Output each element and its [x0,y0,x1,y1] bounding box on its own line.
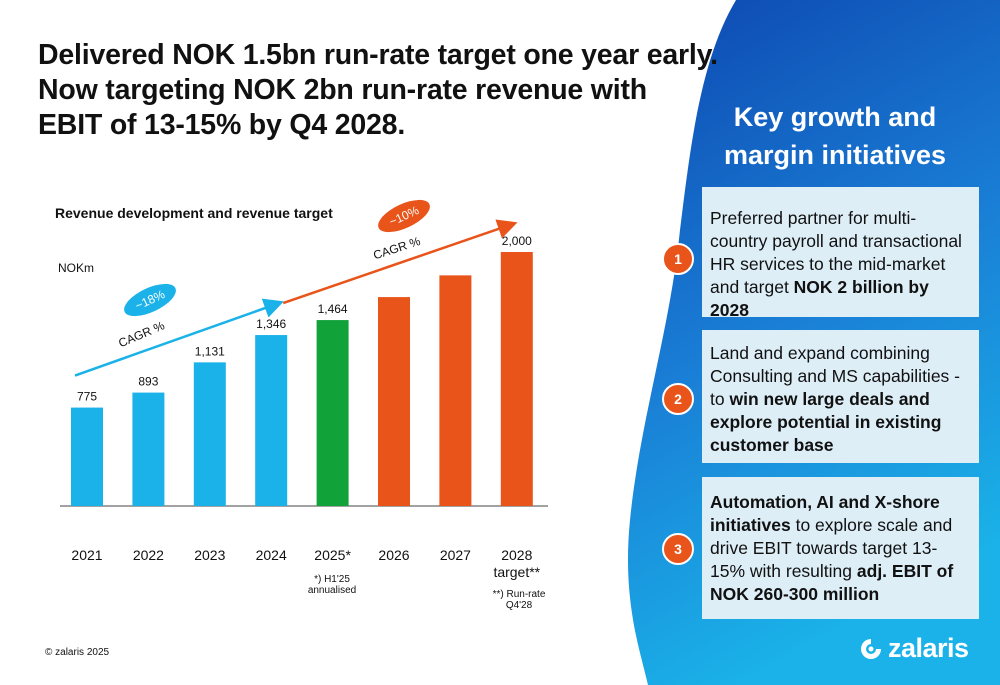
initiative-3-text: to explore scale and drive EBIT towards … [710,515,953,581]
logo-text: zalaris [888,633,969,663]
initiative-1-bold: NOK 2 billion by 2028 [710,277,929,320]
initiative-box-3: Automation, AI and X-shore initiatives t… [702,477,979,619]
data-label: 1,131 [195,344,225,358]
cagr-arrow-1 [74,298,284,377]
x-tick-label: 2024 [256,547,287,563]
headline-line-1: Delivered NOK 1.5bn run-rate target one … [38,39,718,71]
cagr-badge-2 [378,199,430,233]
headline-line-3: EBIT of 13-15% by Q4 2028. [38,109,406,141]
data-label: 2,000 [502,234,532,248]
initiative-3-bold-1: Automation, AI and X-shore initiatives [710,492,940,535]
bar-2023 [193,362,226,506]
x-tick-label: 2026 [378,547,409,563]
headline-line-2: Now targeting NOK 2bn run-rate revenue w… [38,74,647,106]
panel-title: Key growth and margin initiatives [700,98,970,174]
bar-2025 [316,320,349,506]
bar-2024 [255,335,288,506]
zalaris-logo-icon [861,638,881,659]
initiative-2-bold: win new large deals and explore potentia… [710,389,942,455]
initiative-2-text: Land and expand combining Consulting and… [710,343,960,409]
x-tick-label: 2022 [133,547,164,563]
x-tick-label: 2021 [71,547,102,563]
cagr-arrow-2 [282,219,518,305]
headline: Delivered NOK 1.5bn run-rate target one … [38,38,718,143]
initiative-box-2: Land and expand combining Consulting and… [702,330,979,463]
data-label: 775 [77,390,97,404]
panel-title-line-1: Key growth and [733,102,937,132]
y-unit-label: NOKm [58,261,94,275]
bar-2026 [378,297,410,506]
initiative-box-1: Preferred partner for multi-country payr… [702,187,979,320]
x-tick-label: 2028 [501,547,532,563]
footnote-2028: **) Run-rate Q4'28 [492,589,546,611]
cagr-badge-1 [124,283,176,317]
copyright: © zalaris 2025 [45,647,110,658]
initiative-3-bold-2: adj. EBIT of NOK 260-300 million [710,561,954,604]
data-label: 1,346 [256,317,286,331]
zalaris-logo: zalaris [860,633,969,664]
x-tick-label: 2027 [440,547,471,563]
initiative-number-3: 3 [662,533,694,565]
data-label: 893 [138,375,158,389]
initiative-number-1: 1 [662,243,694,275]
footnote-2025: *) H1'25 annualised [307,574,357,596]
panel-title-line-2: margin initiatives [723,140,947,170]
x-tick-label: 2023 [194,547,225,563]
chart-title: Revenue development and revenue target [55,205,333,221]
x-tick-sublabel: target** [493,564,540,580]
bar-2022 [132,392,165,506]
initiative-number-2: 2 [662,383,694,415]
bar-2027 [439,275,472,506]
data-label: 1,464 [318,302,348,316]
bar-2021 [71,407,103,506]
initiative-1-text: Preferred partner for multi-country payr… [710,208,962,297]
x-tick-label: 2025* [314,547,351,563]
bar-2028 [500,252,533,506]
